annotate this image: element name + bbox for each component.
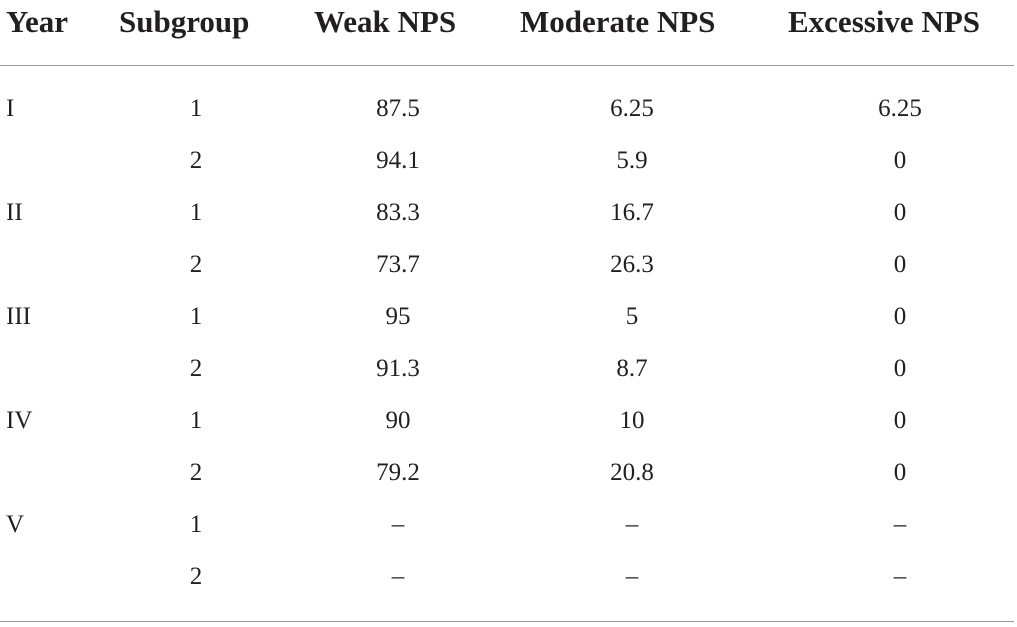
header-weak-nps: Weak NPS (314, 4, 457, 39)
cell-excessive-nps: 6.25 (878, 95, 922, 122)
table-row: 2 91.3 8.7 0 (0, 354, 1017, 406)
header-divider (0, 65, 1014, 66)
cell-subgroup: 1 (189, 199, 203, 226)
cell-excessive-nps: 0 (893, 355, 907, 382)
cell-weak-nps: 95 (385, 303, 411, 330)
cell-moderate-nps: 26.3 (610, 251, 654, 278)
cell-year: I (6, 95, 15, 122)
cell-weak-nps: – (391, 563, 405, 590)
table-row: IV 1 90 10 0 (0, 406, 1017, 458)
header-year: Year (6, 4, 68, 39)
cell-excessive-nps: 0 (893, 407, 907, 434)
table-row: 2 79.2 20.8 0 (0, 458, 1017, 510)
table-row: V 1 – – – (0, 510, 1017, 562)
cell-moderate-nps: – (625, 511, 639, 538)
cell-excessive-nps: – (893, 563, 907, 590)
cell-moderate-nps: 8.7 (616, 355, 648, 382)
cell-subgroup: 1 (189, 511, 203, 538)
cell-subgroup: 1 (189, 95, 203, 122)
cell-weak-nps: 73.7 (376, 251, 420, 278)
cell-excessive-nps: 0 (893, 199, 907, 226)
header-subgroup: Subgroup (119, 4, 250, 39)
table-row: II 1 83.3 16.7 0 (0, 198, 1017, 250)
cell-subgroup: 2 (189, 459, 203, 486)
cell-moderate-nps: 5 (625, 303, 639, 330)
cell-moderate-nps: – (625, 563, 639, 590)
cell-moderate-nps: 5.9 (616, 147, 648, 174)
cell-weak-nps: 79.2 (376, 459, 420, 486)
header-excessive-nps: Excessive NPS (788, 4, 981, 39)
cell-moderate-nps: 20.8 (610, 459, 654, 486)
table-row: 2 73.7 26.3 0 (0, 250, 1017, 302)
cell-subgroup: 2 (189, 563, 203, 590)
cell-moderate-nps: 6.25 (610, 95, 654, 122)
cell-moderate-nps: 10 (619, 407, 645, 434)
cell-weak-nps: 83.3 (376, 199, 420, 226)
cell-year: V (6, 511, 25, 538)
cell-year: III (6, 303, 31, 330)
cell-subgroup: 1 (189, 303, 203, 330)
cell-excessive-nps: 0 (893, 459, 907, 486)
cell-excessive-nps: 0 (893, 147, 907, 174)
cell-weak-nps: 87.5 (376, 95, 420, 122)
cell-year: IV (6, 407, 33, 434)
cell-weak-nps: 91.3 (376, 355, 420, 382)
cell-subgroup: 2 (189, 251, 203, 278)
table-row: I 1 87.5 6.25 6.25 (0, 94, 1017, 146)
cell-excessive-nps: 0 (893, 251, 907, 278)
cell-subgroup: 2 (189, 355, 203, 382)
table-header-row: Year Subgroup Weak NPS Moderate NPS Exce… (0, 0, 1017, 44)
cell-subgroup: 2 (189, 147, 203, 174)
table-row: 2 – – – (0, 562, 1017, 614)
cell-excessive-nps: – (893, 511, 907, 538)
table-row: III 1 95 5 0 (0, 302, 1017, 354)
cell-weak-nps: 90 (385, 407, 411, 434)
cell-weak-nps: 94.1 (376, 147, 420, 174)
table-row: 2 94.1 5.9 0 (0, 146, 1017, 198)
cell-weak-nps: – (391, 511, 405, 538)
cell-excessive-nps: 0 (893, 303, 907, 330)
header-moderate-nps: Moderate NPS (520, 4, 716, 39)
cell-year: II (6, 199, 23, 226)
cell-subgroup: 1 (189, 407, 203, 434)
table-bottom-rule (0, 621, 1014, 622)
cell-moderate-nps: 16.7 (610, 199, 654, 226)
